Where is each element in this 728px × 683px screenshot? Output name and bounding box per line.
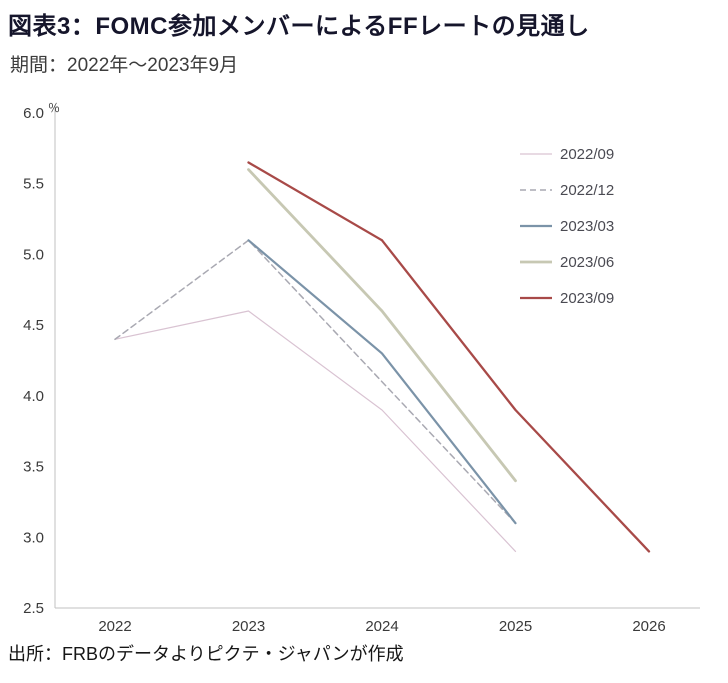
x-tick-label: 2024 — [365, 618, 398, 635]
series-line-2023-09 — [247, 161, 651, 553]
y-tick-label: 3.5 — [23, 459, 44, 476]
series-line-2022-09 — [114, 310, 517, 553]
legend-label-2022-09: 2022/09 — [560, 146, 614, 163]
x-tick-label: 2026 — [632, 618, 665, 635]
series-line-2022-12 — [114, 239, 517, 524]
legend-label-2023-06: 2023/06 — [560, 254, 614, 271]
y-tick-label: 6.0 — [23, 105, 44, 122]
series-line-2023-03 — [247, 239, 517, 525]
series-line-2023-06 — [247, 168, 517, 483]
source-note: 出所：FRBのデータよりピクテ・ジャパンが作成 — [8, 644, 404, 664]
x-tick-label: 2023 — [232, 618, 265, 635]
legend-label-2023-09: 2023/09 — [560, 290, 614, 307]
x-tick-label: 2025 — [499, 618, 532, 635]
legend-label-2023-03: 2023/03 — [560, 218, 614, 235]
page-title: 図表3：FOMC参加メンバーによるFFレートの見通し — [8, 13, 590, 40]
y-tick-label: 4.0 — [23, 388, 44, 405]
y-tick-label: 2.5 — [23, 600, 44, 617]
legend-label-2022-12: 2022/12 — [560, 182, 614, 199]
y-tick-label: 5.5 — [23, 176, 44, 193]
y-axis-unit-label: ％ — [48, 101, 60, 115]
y-tick-label: 3.0 — [23, 529, 44, 546]
x-tick-label: 2022 — [98, 618, 131, 635]
y-tick-label: 4.5 — [23, 317, 44, 334]
chart-subtitle: 期間：2022年～2023年9月 — [10, 55, 239, 76]
y-tick-label: 5.0 — [23, 246, 44, 263]
